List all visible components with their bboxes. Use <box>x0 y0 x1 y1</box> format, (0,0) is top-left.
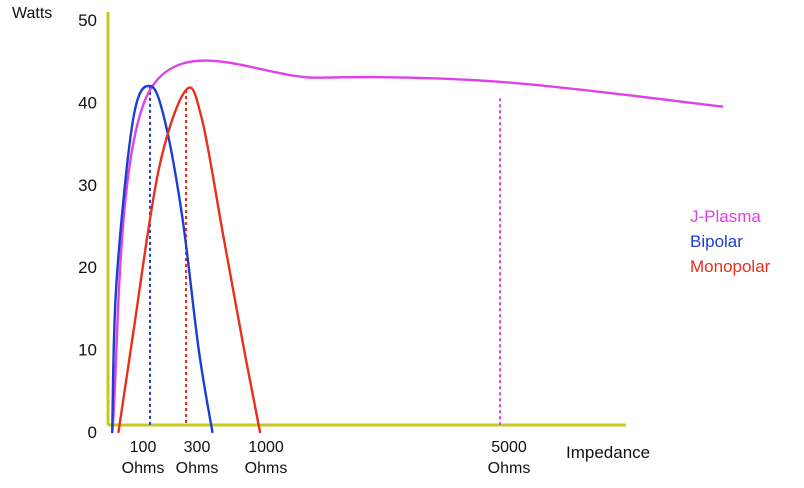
axes <box>106 12 626 427</box>
x-tick-unit: Ohms <box>245 460 288 477</box>
y-tick-label: 10 <box>78 341 97 360</box>
peak-markers <box>149 85 501 425</box>
y-tick-label: 20 <box>78 258 97 277</box>
series-line-monopolar <box>117 86 262 434</box>
legend-item-j-plasma: J-Plasma <box>690 207 761 226</box>
y-tick-labels: 0 10 20 30 40 50 <box>78 11 97 442</box>
series-lines <box>111 59 724 434</box>
x-tick-unit: Ohms <box>122 460 165 477</box>
x-tick-unit: Ohms <box>488 460 531 477</box>
x-tick-label: 5000 <box>491 439 527 456</box>
y-tick-label: 40 <box>78 93 97 112</box>
y-tick-label: 0 <box>88 423 97 442</box>
legend: J-Plasma Bipolar Monopolar <box>690 207 771 276</box>
x-tick-label: 300 <box>184 439 211 456</box>
legend-item-monopolar: Monopolar <box>690 257 771 276</box>
series-line-j-plasma <box>111 59 724 434</box>
x-tick-labels: 100 Ohms 300 Ohms 1000 Ohms 5000 Ohms <box>122 439 531 477</box>
y-axis-title: Watts <box>12 5 52 22</box>
x-axis-title: Impedance <box>566 443 650 462</box>
x-tick-unit: Ohms <box>176 460 219 477</box>
series-line-bipolar <box>111 84 214 434</box>
x-tick-label: 1000 <box>248 439 284 456</box>
y-tick-label: 30 <box>78 176 97 195</box>
legend-item-bipolar: Bipolar <box>690 232 743 251</box>
y-tick-label: 50 <box>78 11 97 30</box>
x-tick-label: 100 <box>130 439 157 456</box>
